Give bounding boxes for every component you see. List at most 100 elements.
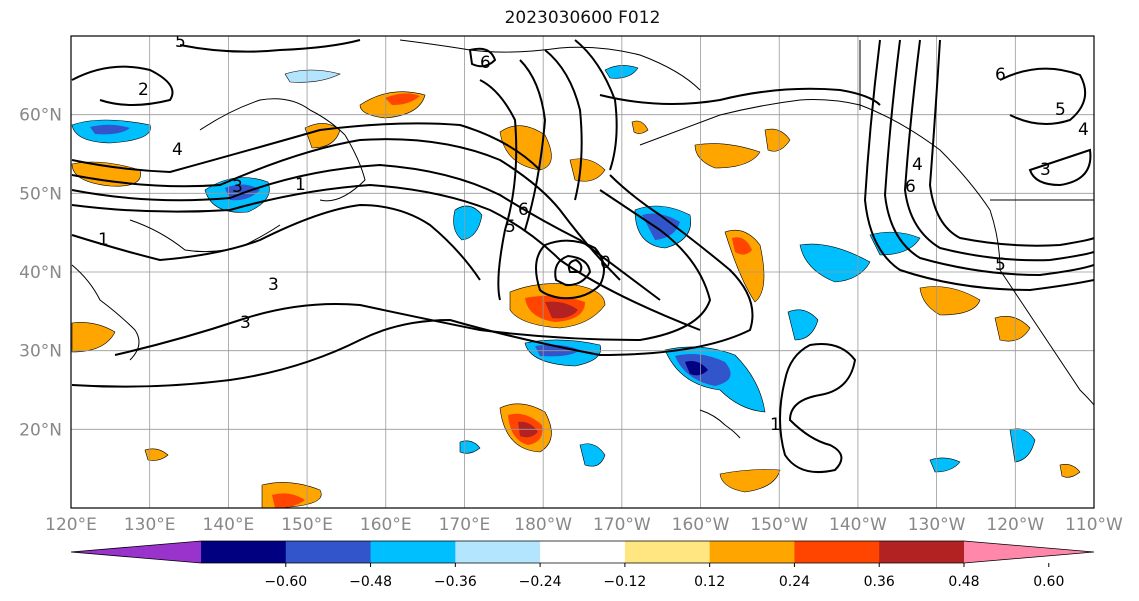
colorbar-tick-label: 0.48 — [948, 574, 979, 590]
colorbar-tick-label: 0.36 — [864, 574, 895, 590]
contour-line — [71, 203, 481, 281]
coastlines — [71, 39, 1094, 439]
contour-line — [71, 163, 661, 301]
anomaly-blob — [694, 143, 761, 169]
contour-line — [544, 49, 583, 201]
anomaly-blob — [453, 205, 483, 241]
coastline — [859, 104, 1001, 271]
lat-tick-label: 20°N — [19, 420, 62, 440]
contour-label: 1 — [295, 175, 306, 195]
lon-tick-label: 160°E — [360, 515, 412, 535]
map-title: 2023030600 F012 — [504, 8, 661, 28]
coastline — [319, 134, 366, 202]
lon-tick-label: 150°E — [281, 515, 333, 535]
contour-label: 3 — [268, 275, 279, 295]
lon-tick-label: 120°W — [986, 515, 1044, 535]
contour-line — [928, 39, 1094, 247]
colorbar-tick-label: −0.60 — [264, 574, 307, 590]
gridlines — [71, 36, 1094, 508]
colorbar — [70, 540, 1095, 564]
colorbar-segment — [624, 541, 711, 563]
anomaly-blob — [144, 448, 169, 461]
anomaly-blob — [90, 124, 130, 135]
contour-label: 1 — [770, 415, 781, 435]
lat-tick-label: 50°N — [19, 184, 62, 204]
contour-line — [71, 138, 621, 281]
map-body: 5 1 3 6 4 5 6 1 3 0 6 4 5 3 1 6 5 2 3 4 — [71, 32, 1094, 508]
lon-tick-label: 170°E — [439, 515, 491, 535]
colorbar-outline — [70, 540, 1095, 564]
anomaly-blob — [272, 493, 305, 508]
contour-label: 5 — [175, 32, 186, 52]
lat-tick-label: 40°N — [19, 263, 62, 283]
contour-label: 6 — [480, 53, 491, 73]
anomaly-blob — [685, 361, 708, 376]
contour-line — [574, 39, 618, 171]
contour-label: 0 — [600, 253, 611, 273]
contour-label: 6 — [518, 200, 529, 220]
contour-line — [903, 39, 1094, 262]
colorbar-extend-high — [964, 541, 1094, 563]
anomaly-blob — [1059, 464, 1081, 478]
anomaly-blob — [71, 322, 116, 353]
coastline — [129, 219, 281, 253]
anomaly-blob — [385, 93, 420, 105]
lat-tick-label: 30°N — [19, 342, 62, 362]
contour-label: 5 — [1055, 100, 1066, 120]
contour-lines — [71, 39, 1094, 474]
anomaly-blob — [799, 243, 871, 283]
contour-label: 1 — [98, 230, 109, 250]
contour-line — [599, 87, 881, 106]
anomaly-blob — [459, 440, 481, 454]
colorbar-tick-label: −0.12 — [603, 574, 646, 590]
colorbar-tick-label: 0.12 — [694, 574, 725, 590]
anomaly-blob — [994, 316, 1031, 342]
lon-tick-label: 160°W — [672, 515, 730, 535]
anomaly-blob — [631, 120, 649, 134]
lon-tick-label: 130°W — [908, 515, 966, 535]
lon-tick-label: 170°W — [593, 515, 651, 535]
contour-label: 5 — [505, 217, 516, 237]
contour-label: 2 — [138, 80, 149, 100]
contour-line — [999, 67, 1087, 125]
colorbar-tick-label: −0.36 — [434, 574, 477, 590]
colorbar-segment — [455, 541, 541, 563]
contour-line — [179, 39, 361, 53]
lon-tick-label: 120°E — [45, 515, 97, 535]
colorbar-segment — [201, 541, 287, 563]
lat-tick-label: 60°N — [19, 106, 62, 126]
colorbar-segment — [794, 541, 880, 563]
contour-label: 3 — [1040, 160, 1051, 180]
lon-tick-label: 130°E — [124, 515, 176, 535]
anomaly-blob — [929, 457, 961, 473]
anomaly-blob — [919, 286, 981, 316]
contour-line — [71, 122, 541, 174]
contour-line — [1028, 148, 1092, 187]
lon-tick-labels: 120°E 130°E 140°E 150°E 160°E 170°E 180°W 170°W… — [45, 515, 1123, 535]
contour-line — [863, 39, 1094, 292]
contour-labels: 5 1 3 6 4 5 6 1 3 0 6 4 5 3 1 6 5 2 3 4 — [98, 32, 1089, 435]
colorbar-tick-label: −0.24 — [519, 574, 562, 590]
coastline — [199, 98, 346, 136]
anomaly-blob — [499, 125, 552, 171]
anomaly-blob — [642, 213, 680, 240]
lon-tick-label: 180°W — [514, 515, 572, 535]
contour-line — [535, 239, 605, 300]
contour-line — [71, 65, 174, 106]
lon-tick-label: 110°W — [1065, 515, 1123, 535]
contour-label: 3 — [240, 313, 251, 333]
anomaly-blob — [545, 301, 578, 319]
colorbar-segment — [285, 541, 372, 563]
anomaly-blob — [1009, 428, 1036, 463]
colorbar-segment — [879, 541, 965, 563]
coastline — [999, 269, 1094, 406]
coastline — [399, 39, 701, 91]
contour-line — [479, 79, 518, 301]
contour-line — [779, 343, 857, 474]
anomaly-blob — [284, 69, 341, 83]
lon-tick-label: 140°E — [203, 515, 255, 535]
anomaly-blob — [787, 309, 819, 341]
anomaly-blob — [732, 237, 752, 255]
contour-label: 3 — [232, 177, 243, 197]
